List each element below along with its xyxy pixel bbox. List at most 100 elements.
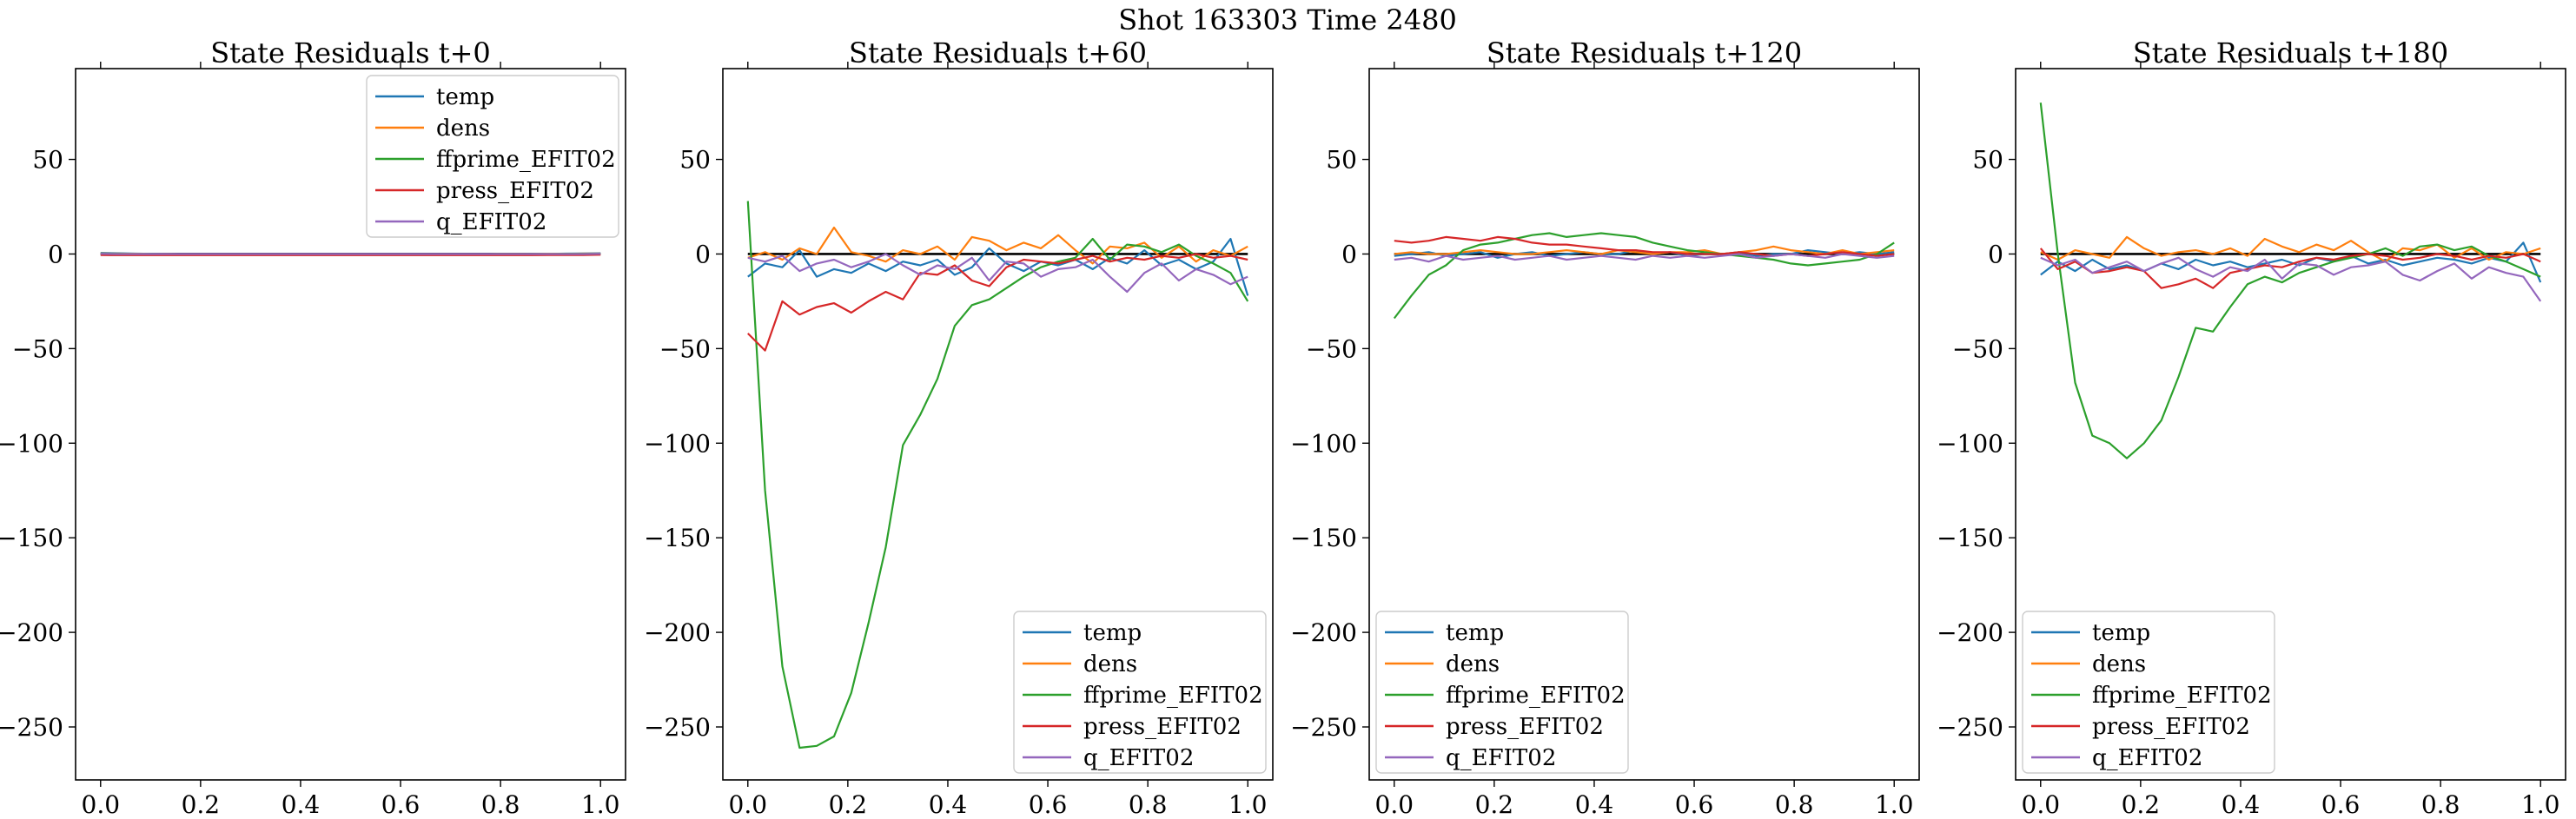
chart-panel-3: State Residuals t+180 50 0 −50 −100 −150 −200 −… — [1937, 36, 2566, 819]
panel-title: State Residuals t+60 — [849, 36, 1147, 69]
y-tick-label: −100 — [644, 429, 711, 458]
y-tick-label: −200 — [1937, 618, 2003, 647]
axes-frame — [75, 68, 626, 781]
series-line-temp — [2040, 241, 2542, 283]
legend: temp dens ffprime_EFIT02 press_EFIT02 q_EFIT… — [2022, 611, 2275, 774]
series-line-ffprime-efit02 — [1393, 232, 1895, 320]
y-tick-label: −50 — [1952, 334, 2003, 363]
y-tick-label: −250 — [1937, 713, 2003, 742]
y-tick-label: −200 — [644, 618, 711, 647]
x-tick-label: 1.0 — [581, 790, 620, 819]
series-lines — [100, 252, 601, 256]
x-tick-label: 0.2 — [1475, 790, 1514, 819]
x-tick-label: 0.0 — [1375, 790, 1414, 819]
panel-title: State Residuals t+0 — [210, 36, 491, 69]
legend-label: press_EFIT02 — [436, 178, 594, 204]
x-tick-label: 0.8 — [1775, 790, 1814, 819]
y-tick-label: 0 — [1988, 240, 2003, 268]
y-tick-label: −250 — [0, 713, 63, 742]
legend-label: ffprime_EFIT02 — [1446, 683, 1626, 709]
x-tick-label: 0.8 — [1129, 790, 1168, 819]
x-tick-label: 1.0 — [2521, 790, 2560, 819]
y-tick-label: 50 — [1972, 146, 2003, 175]
legend-label: q_EFIT02 — [1083, 745, 1194, 771]
legend: temp dens ffprime_EFIT02 press_EFIT02 q_EFIT… — [366, 75, 619, 238]
x-tick-label: 0.8 — [481, 790, 520, 819]
y-tick-label: −50 — [1306, 334, 1357, 363]
x-tick-label: 0.2 — [829, 790, 868, 819]
series-line-q-efit02 — [1394, 253, 1895, 263]
series-line-dens — [1394, 245, 1895, 255]
legend-box — [2022, 611, 2275, 774]
series-lines — [746, 201, 1249, 750]
y-tick-label: 50 — [1326, 146, 1357, 175]
x-tick-label: 0.8 — [2421, 790, 2460, 819]
legend-label: temp — [1446, 620, 1504, 646]
legend: temp dens ffprime_EFIT02 press_EFIT02 q_EFIT… — [1375, 611, 1629, 774]
x-tick-label: 0.2 — [182, 790, 221, 819]
x-tick-label: 0.4 — [929, 790, 968, 819]
y-tick-label: −50 — [659, 334, 711, 363]
y-tick-label: −150 — [1290, 524, 1357, 552]
y-tick-label: −100 — [1290, 429, 1357, 458]
x-tick-label: 0.6 — [381, 790, 421, 819]
legend-label: dens — [1083, 651, 1137, 677]
x-tick-label: 0.4 — [2222, 790, 2261, 819]
x-tick-label: 1.0 — [1875, 790, 1914, 819]
series-line-press-efit02 — [747, 253, 1248, 352]
y-tick-label: −50 — [12, 334, 63, 363]
x-tick-label: 0.0 — [729, 790, 768, 819]
chart-panel-2: State Residuals t+120 50 0 −50 −100 −150 −200 −… — [1290, 36, 1920, 819]
x-tick-label: 0.4 — [1575, 790, 1614, 819]
legend-label: press_EFIT02 — [2092, 714, 2250, 740]
y-tick-label: −150 — [0, 524, 63, 552]
legend-box — [1375, 611, 1629, 774]
x-tick-label: 0.0 — [2022, 790, 2061, 819]
y-tick-label: −250 — [644, 713, 711, 742]
legend-box — [366, 75, 619, 238]
series-line-temp — [747, 237, 1249, 296]
legend-label: ffprime_EFIT02 — [1083, 683, 1263, 709]
legend-label: temp — [436, 84, 494, 110]
legend-label: temp — [2092, 620, 2150, 646]
series-line-q-efit02 — [747, 253, 1248, 294]
y-tick-label: −250 — [1290, 713, 1357, 742]
legend-label: q_EFIT02 — [436, 209, 546, 235]
y-tick-label: 0 — [48, 240, 63, 268]
legend-label: press_EFIT02 — [1446, 714, 1604, 740]
series-lines — [2039, 102, 2542, 459]
series-line-ffprime-efit02 — [2039, 102, 2541, 459]
series-line-dens — [747, 226, 1248, 265]
legend-label: press_EFIT02 — [1083, 714, 1242, 740]
axes-frame — [1368, 68, 1920, 781]
x-tick-label: 0.6 — [1675, 790, 1714, 819]
legend-label: q_EFIT02 — [1446, 745, 1556, 771]
x-tick-label: 0.4 — [281, 790, 321, 819]
series-line-ffprime-efit02 — [746, 201, 1249, 750]
y-tick-label: 0 — [1341, 240, 1357, 268]
x-tick-label: 0.6 — [2321, 790, 2361, 819]
figure-suptitle: Shot 163303 Time 2480 — [1118, 3, 1457, 36]
legend: temp dens ffprime_EFIT02 press_EFIT02 q_EFIT… — [1013, 611, 1267, 774]
y-tick-label: −200 — [1290, 618, 1357, 647]
y-tick-label: −150 — [1937, 524, 2003, 552]
legend-label: ffprime_EFIT02 — [436, 147, 616, 173]
chart-panel-0: State Residuals t+0 50 0 −50 −100 −150 −200 −25… — [0, 36, 626, 819]
axes-frame — [2015, 68, 2566, 781]
panel-title: State Residuals t+180 — [2133, 36, 2448, 69]
x-tick-label: 1.0 — [1228, 790, 1268, 819]
panel-title: State Residuals t+120 — [1487, 36, 1802, 69]
series-line-press-efit02 — [2039, 248, 2541, 289]
legend-label: temp — [1083, 620, 1142, 646]
series-line-q-efit02 — [2040, 256, 2542, 302]
y-tick-label: 0 — [695, 240, 711, 268]
axes-frame — [722, 68, 1274, 781]
series-lines — [1393, 232, 1895, 320]
y-tick-label: 50 — [32, 146, 63, 175]
legend-label: dens — [2092, 651, 2146, 677]
legend-label: ffprime_EFIT02 — [2092, 683, 2272, 709]
legend-label: dens — [1446, 651, 1500, 677]
y-tick-label: 50 — [679, 146, 711, 175]
legend-label: dens — [436, 116, 490, 142]
